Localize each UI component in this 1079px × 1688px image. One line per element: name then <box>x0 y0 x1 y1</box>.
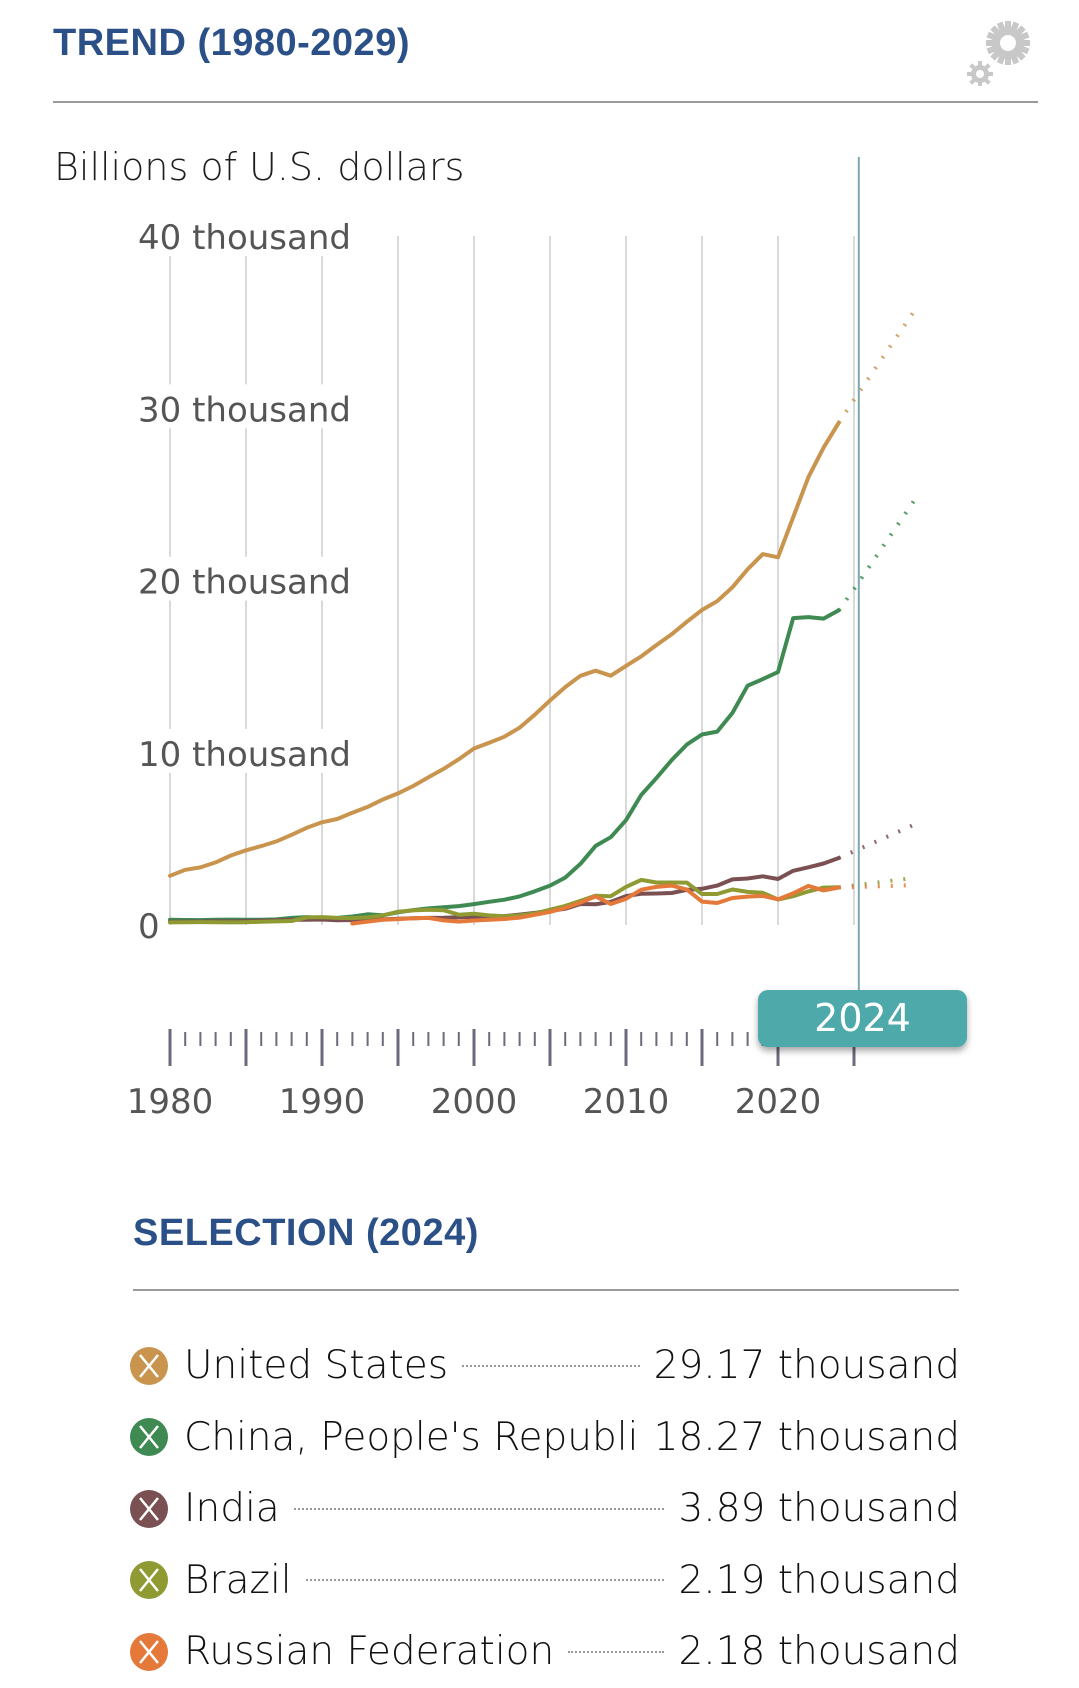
legend-series-value: 18.27 thousand <box>653 1414 960 1460</box>
series-line-3 <box>168 877 841 925</box>
y-tick-label: 0 <box>138 907 160 947</box>
leader-dots <box>462 1364 640 1367</box>
tick-label-mask <box>128 384 353 429</box>
gridlines <box>169 236 855 925</box>
y-tick-label: 30 thousand <box>138 390 351 430</box>
close-x-icon <box>130 1418 168 1457</box>
legend-series-name: Brazil <box>184 1557 292 1603</box>
remove-series-icon[interactable] <box>130 1346 168 1385</box>
x-tick-label: 1990 <box>279 1082 366 1122</box>
selection-legend: United States 29.17 thousand China, Peop… <box>130 1330 960 1688</box>
close-x-icon <box>130 1561 168 1600</box>
tick-label-mask <box>128 901 163 945</box>
legend-item[interactable]: United States 29.17 thousand <box>130 1330 960 1402</box>
leader-dots <box>293 1507 665 1510</box>
tick-label-mask <box>128 728 353 773</box>
trend-line-chart[interactable]: 0 10 thousand 20 thousand 30 thousand 40 tho… <box>0 140 1079 1140</box>
legend-series-name: China, People's Republi <box>184 1414 639 1460</box>
selection-title: SELECTION (2024) <box>133 1212 479 1254</box>
forecast-line-3 <box>838 875 916 890</box>
legend-series-name: India <box>184 1486 280 1532</box>
legend-item[interactable]: India 3.89 thousand <box>130 1473 960 1545</box>
tick-label-mask <box>128 212 353 257</box>
forecast-line-0 <box>837 309 917 424</box>
series-lines <box>168 309 917 926</box>
close-x-icon <box>130 1489 168 1528</box>
forecast-line-4 <box>838 883 915 890</box>
gear-icon <box>961 11 1040 93</box>
x-tick-label: 2010 <box>583 1082 670 1122</box>
legend-series-value: 2.19 thousand <box>678 1557 960 1603</box>
y-axis-tick-labels: 0 10 thousand 20 thousand 30 thousand 40 tho… <box>128 212 353 947</box>
remove-series-icon[interactable] <box>130 1418 168 1457</box>
remove-series-icon[interactable] <box>130 1632 168 1671</box>
x-tick-label: 1980 <box>127 1082 214 1122</box>
legend-item[interactable]: Brazil 2.19 thousand <box>130 1545 960 1617</box>
trend-title: TREND (1980-2029) <box>53 22 410 64</box>
x-tick-label: 2020 <box>735 1082 822 1122</box>
leader-dots <box>568 1650 665 1653</box>
x-tick-label: 2000 <box>431 1082 518 1122</box>
tick-label-mask <box>128 556 353 601</box>
y-axis-units-label: Billions of U.S. dollars <box>54 145 465 189</box>
y-tick-label: 40 thousand <box>138 218 351 258</box>
selected-year-badge[interactable]: 2024 <box>758 990 967 1047</box>
legend-series-name: United States <box>184 1343 449 1389</box>
forecast-line-1 <box>837 498 917 612</box>
y-tick-label: 10 thousand <box>138 735 351 775</box>
leader-dots <box>305 1579 665 1582</box>
legend-series-value: 2.18 thousand <box>678 1629 960 1675</box>
series-line-0 <box>168 420 841 878</box>
y-tick-label: 20 thousand <box>138 563 351 603</box>
settings-button[interactable] <box>958 10 1040 93</box>
selection-divider <box>133 1289 959 1291</box>
x-axis: 1980 1990 2000 2010 2020 <box>127 1029 856 1122</box>
legend-item[interactable]: China, People's Republi 18.27 thousand <box>130 1402 960 1474</box>
close-x-icon <box>130 1346 168 1385</box>
legend-series-value: 29.17 thousand <box>653 1343 960 1389</box>
legend-item[interactable]: Russian Federation 2.18 thousand <box>130 1616 960 1688</box>
forecast-line-2 <box>837 822 916 860</box>
remove-series-icon[interactable] <box>130 1489 168 1528</box>
series-line-4 <box>350 883 841 926</box>
header-divider <box>53 101 1038 103</box>
legend-series-value: 3.89 thousand <box>678 1486 960 1532</box>
legend-series-name: Russian Federation <box>184 1629 555 1675</box>
close-x-icon <box>130 1632 168 1671</box>
remove-series-icon[interactable] <box>130 1561 168 1600</box>
